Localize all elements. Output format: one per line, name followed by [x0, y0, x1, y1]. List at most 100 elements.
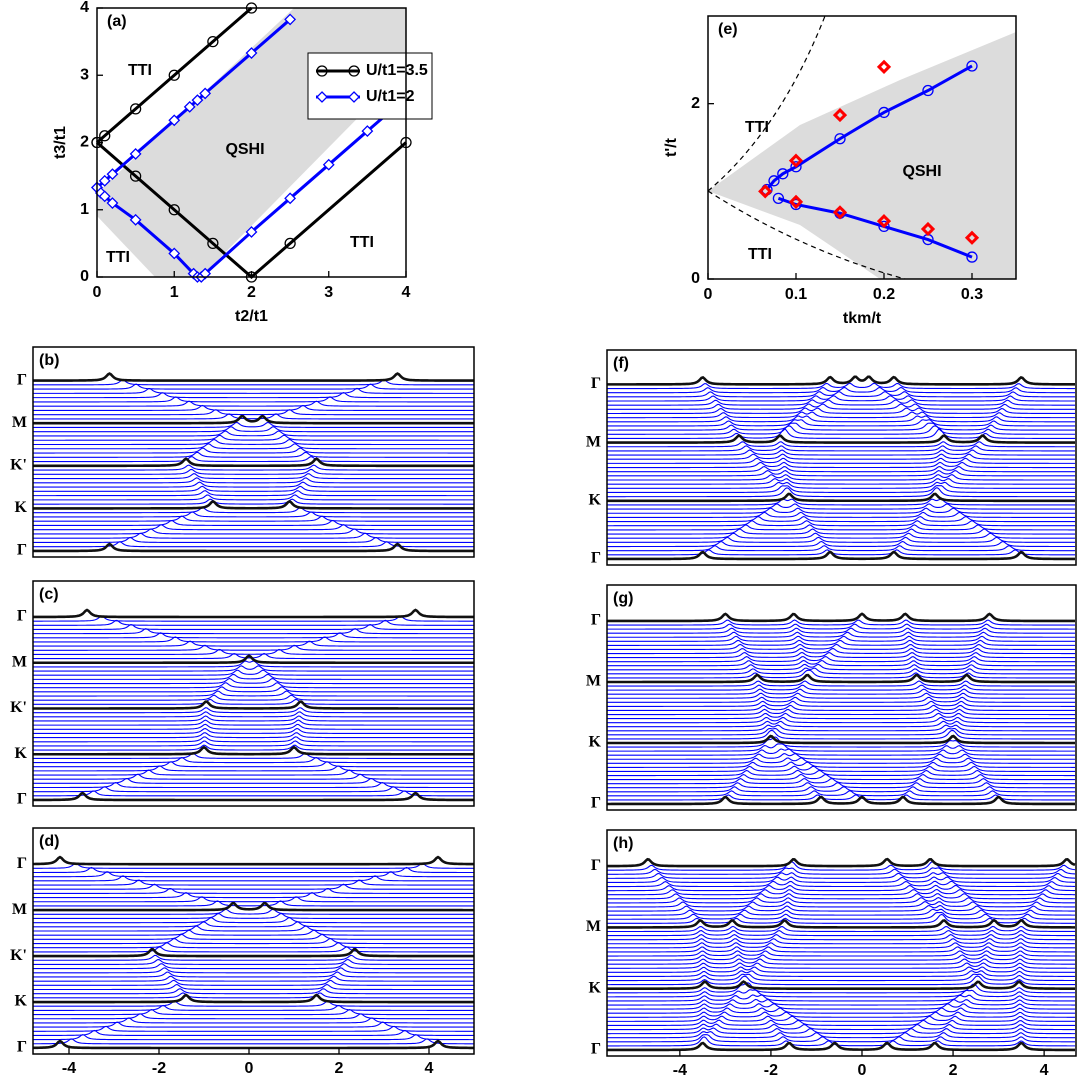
panel-label-bg [35, 350, 65, 370]
interp-trace [607, 724, 1075, 732]
interp-trace [33, 438, 474, 446]
interp-trace [607, 925, 1075, 933]
row-trace [33, 372, 474, 382]
interp-trace [607, 888, 1076, 896]
row-trace [607, 1041, 1075, 1052]
interp-trace [607, 1003, 1076, 1010]
interp-trace [607, 876, 1076, 884]
plot-frame [96, 7, 407, 278]
interp-trace [607, 386, 1075, 394]
marker [322, 158, 335, 171]
marker [768, 175, 780, 187]
interp-trace [607, 782, 1075, 789]
row-label: M [12, 901, 27, 918]
row-trace [607, 795, 1075, 806]
y-tick-label: 3 [80, 66, 89, 83]
interp-trace [607, 474, 1075, 481]
marker [99, 130, 111, 142]
interp-trace [607, 428, 1075, 439]
interp-trace [607, 696, 1075, 703]
interp-trace [33, 773, 474, 780]
interp-trace [33, 954, 474, 961]
interp-trace [607, 727, 1075, 736]
interp-trace [33, 761, 474, 768]
interp-trace [33, 942, 474, 949]
x-tick-label: 4 [1040, 1062, 1049, 1079]
interp-trace [607, 904, 1075, 912]
panel-label: (f) [613, 355, 629, 372]
annotation: TTI [748, 246, 772, 263]
interp-trace [33, 623, 474, 631]
interp-trace [607, 911, 1075, 920]
interp-trace [607, 445, 1075, 452]
marker [129, 103, 142, 115]
interp-trace [607, 528, 1075, 535]
interp-trace [607, 729, 1075, 740]
interp-trace [33, 686, 474, 693]
row-label: Γ [17, 371, 27, 388]
interp-trace [607, 619, 1075, 626]
interp-trace [33, 628, 474, 635]
interp-trace [33, 967, 474, 974]
interp-trace [33, 777, 474, 784]
marker [245, 226, 258, 238]
interp-trace [33, 719, 474, 726]
panel-label-bg [35, 584, 65, 604]
y-tick-label: 0 [80, 268, 89, 285]
interp-trace [33, 648, 474, 655]
marker [788, 194, 804, 209]
interp-trace [33, 1000, 474, 1007]
interp-trace [33, 727, 474, 734]
interp-trace [33, 988, 474, 995]
x-tick-label: 0.1 [785, 286, 807, 303]
interp-trace [33, 619, 474, 626]
annotation: TTI [106, 249, 130, 266]
interp-trace [33, 400, 474, 407]
interp-trace [607, 908, 1075, 916]
interp-trace [607, 998, 1075, 1006]
marker [788, 153, 804, 168]
panel-label-bg [609, 833, 639, 853]
marker [348, 65, 360, 77]
interp-trace [33, 983, 474, 991]
row-trace [607, 918, 1075, 929]
marker [106, 168, 119, 181]
row-label: Γ [17, 791, 27, 808]
interp-trace [607, 631, 1075, 638]
interp-trace [607, 872, 1076, 879]
interp-trace [33, 532, 474, 539]
interp-trace [607, 958, 1075, 965]
marker [207, 237, 219, 250]
interp-trace [33, 1025, 474, 1032]
row-trace [33, 542, 474, 553]
interp-trace [607, 415, 1075, 423]
marker [878, 220, 890, 233]
row-trace [33, 791, 475, 802]
interp-trace [607, 867, 1076, 875]
interp-trace [607, 712, 1075, 720]
x-tick-label: 3 [324, 284, 333, 301]
interp-trace [33, 900, 474, 907]
interp-trace [607, 507, 1075, 514]
marker [758, 184, 773, 199]
row-label: K [15, 499, 28, 516]
row-label: Γ [591, 795, 601, 812]
interp-trace [607, 651, 1075, 659]
marker [876, 59, 892, 74]
interp-trace [33, 875, 474, 882]
interp-trace [607, 545, 1075, 552]
row-trace [33, 654, 474, 665]
interp-trace [607, 790, 1075, 797]
legend-label: U/t1=3.5 [366, 62, 428, 79]
marker [832, 107, 848, 123]
row-trace [33, 499, 475, 510]
interp-trace [33, 707, 474, 714]
interp-trace [33, 888, 474, 894]
interp-trace [607, 692, 1075, 699]
panel-label: (b) [39, 352, 59, 369]
row-label: Γ [17, 608, 27, 625]
interp-trace [33, 1008, 474, 1016]
interp-trace [607, 1023, 1075, 1031]
interp-trace [33, 519, 474, 526]
phase-boundary [707, 190, 906, 280]
